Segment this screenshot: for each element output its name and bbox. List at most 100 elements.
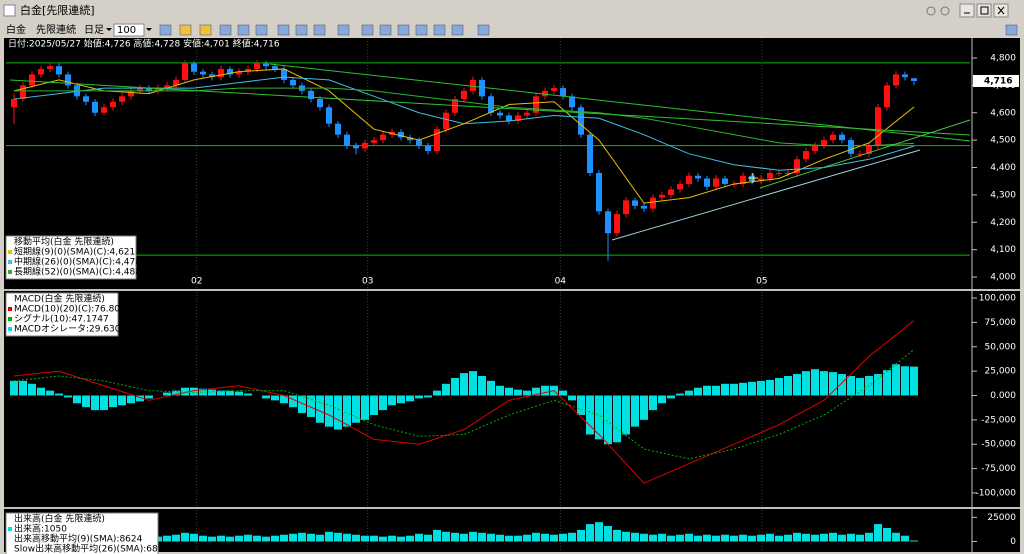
volume-bar xyxy=(388,535,396,542)
tool-icon[interactable] xyxy=(219,24,232,36)
volume-bar xyxy=(910,540,918,542)
oscillator-bar xyxy=(802,371,810,396)
volume-bar xyxy=(433,529,441,542)
candle-body xyxy=(20,85,26,100)
oscillator-bar xyxy=(712,385,720,396)
tool-icon[interactable] xyxy=(337,24,350,36)
legend-entry: 中期線(26)(0)(SMA)(C):4,478 xyxy=(14,256,141,268)
window-buttons[interactable] xyxy=(926,3,1009,18)
candle-body xyxy=(506,115,512,121)
tool-icon[interactable] xyxy=(179,24,192,36)
tool-icon[interactable] xyxy=(237,24,250,36)
candle-body xyxy=(857,153,863,155)
candle-body xyxy=(902,74,908,78)
tool-icon[interactable] xyxy=(361,24,374,36)
series-line xyxy=(14,87,915,147)
candle-body xyxy=(785,172,791,174)
volume-bar xyxy=(208,536,216,542)
y-tick-label: -75,000 xyxy=(981,464,1016,474)
tool-icon[interactable] xyxy=(433,24,446,36)
oscillator-bar xyxy=(766,379,774,396)
candle-body xyxy=(29,74,35,86)
volume-bar xyxy=(298,532,306,542)
tool-icon[interactable] xyxy=(940,6,950,16)
tool-icon[interactable] xyxy=(451,24,464,36)
oscillator-bar xyxy=(739,382,747,396)
volume-bar xyxy=(541,533,549,542)
oscillator-bar xyxy=(82,395,90,408)
candle-body xyxy=(524,112,530,116)
candle-body xyxy=(695,175,701,179)
legend-swatch xyxy=(8,250,12,254)
candle-body xyxy=(533,96,539,113)
volume-bar xyxy=(883,527,891,542)
volume-bar xyxy=(280,534,288,542)
minimize-button[interactable] xyxy=(959,3,975,18)
toolbar-bg xyxy=(0,22,1024,38)
candle-body xyxy=(488,96,494,113)
volume-bar xyxy=(595,522,603,542)
tool-icon[interactable] xyxy=(926,6,936,16)
y-tick-label: 4,400 xyxy=(990,163,1016,173)
candle-body xyxy=(677,183,683,190)
candle-body xyxy=(569,96,575,108)
volume-bar xyxy=(505,535,513,542)
volume-bar xyxy=(721,534,729,542)
tool-icon[interactable] xyxy=(277,24,290,36)
oscillator-bar xyxy=(721,383,729,396)
candle-body xyxy=(281,68,287,80)
candle-body xyxy=(659,194,665,198)
tool-icon[interactable] xyxy=(159,24,172,36)
tool-icon[interactable] xyxy=(379,24,392,36)
oscillator-bar xyxy=(433,390,441,396)
trend-line xyxy=(759,119,971,189)
candle-body xyxy=(119,96,125,102)
x-tick-label: 04 xyxy=(555,277,567,287)
volume-bar xyxy=(739,534,747,542)
volume-bar xyxy=(730,535,738,542)
tool-icon[interactable] xyxy=(1005,24,1018,36)
maximize-button[interactable] xyxy=(976,3,992,18)
contract-menu[interactable]: 先限連続 xyxy=(36,23,76,36)
volume-bar xyxy=(838,534,846,542)
volume-bar xyxy=(262,536,270,542)
count-input[interactable] xyxy=(113,23,145,37)
oscillator-bar xyxy=(883,370,891,396)
oscillator-bar xyxy=(856,377,864,396)
tool-icon[interactable] xyxy=(255,24,268,36)
oscillator-bar xyxy=(424,395,432,398)
oscillator-bar xyxy=(505,387,513,396)
tool-icon[interactable] xyxy=(477,24,490,36)
volume-bar xyxy=(631,532,639,542)
volume-bar xyxy=(415,533,423,542)
y-tick-label: 4,100 xyxy=(990,245,1016,255)
oscillator-bar xyxy=(37,387,45,396)
tool-icon[interactable] xyxy=(295,24,308,36)
volume-bar xyxy=(586,524,594,542)
candle-body xyxy=(632,200,638,206)
volume-bar xyxy=(163,535,171,542)
symbol-menu[interactable]: 白金 xyxy=(6,23,26,36)
tool-icon[interactable] xyxy=(199,24,212,36)
tool-icon[interactable] xyxy=(313,24,326,36)
tool-icon[interactable] xyxy=(415,24,428,36)
candle-body xyxy=(254,63,260,69)
candle-body xyxy=(740,175,746,184)
oscillator-bar xyxy=(460,373,468,396)
oscillator-bar xyxy=(271,395,279,401)
oscillator-bar xyxy=(496,385,504,396)
volume-bar xyxy=(604,526,612,542)
oscillator-bar xyxy=(469,371,477,396)
volume-bar xyxy=(559,533,567,542)
candle-body xyxy=(92,101,98,113)
oscillator-bar xyxy=(298,395,306,414)
period-menu[interactable]: 日足 xyxy=(84,24,104,36)
legend-swatch xyxy=(8,260,12,264)
oscillator-bar xyxy=(73,395,81,404)
volume-bar xyxy=(613,529,621,542)
legend-entry: Slow出来高移動平均(26)(SMA):6830 xyxy=(14,543,169,554)
tool-icon[interactable] xyxy=(397,24,410,36)
candle-body xyxy=(182,63,188,80)
candle-body xyxy=(335,123,341,135)
volume-bar xyxy=(793,532,801,542)
